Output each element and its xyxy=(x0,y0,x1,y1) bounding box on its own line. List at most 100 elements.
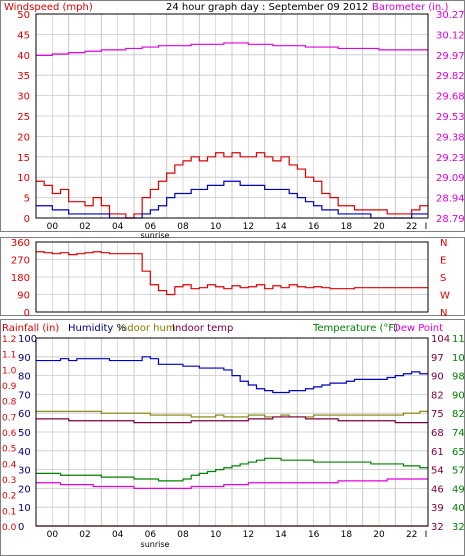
legend-label: Humidity % xyxy=(68,323,126,334)
x-tick-label: 20 xyxy=(373,530,385,540)
x-tick-label: 04 xyxy=(112,530,124,540)
left-tick-label: 5 xyxy=(24,194,30,205)
plot-border xyxy=(35,337,429,527)
left-tick-label: 10 xyxy=(17,173,30,184)
left-tick-label: 40 xyxy=(17,51,30,62)
left-tick-label: 25 xyxy=(17,112,30,123)
rain-tick-label: 0.7 xyxy=(2,413,16,423)
x-tick-label: 10 xyxy=(210,222,222,232)
x-tick-label: 14 xyxy=(275,530,287,540)
temperature-tick-label: 57 xyxy=(452,466,465,477)
left-tick-label: 20 xyxy=(17,132,30,143)
purple-series-line xyxy=(36,416,428,424)
rain-tick-label: 0.1 xyxy=(2,507,16,517)
right-tick-label: 29.53 xyxy=(436,112,465,123)
temperature-tick-label: 32 xyxy=(452,522,465,533)
compass-tick-label: N xyxy=(440,308,447,319)
plot-border xyxy=(35,241,429,313)
right-axis-title: Barometer (in.) xyxy=(372,2,448,13)
rain-tick-label: 1.0 xyxy=(2,366,17,376)
indoor-temp-tick-label: 46 xyxy=(431,484,444,495)
humidity-tick-label: 70 xyxy=(18,390,31,401)
indoor-temp-tick-label: 90 xyxy=(431,372,444,383)
x-tick-label: 08 xyxy=(177,222,189,232)
humidity-tick-label: 100 xyxy=(18,334,37,345)
legend-label: Temperature (°F) xyxy=(312,323,398,334)
indoor-temp-tick-label: 54 xyxy=(431,466,444,477)
humidity-tick-label: 20 xyxy=(18,484,31,495)
indoor-temp-tick-label: 61 xyxy=(431,447,444,458)
right-tick-label: 29.68 xyxy=(436,92,465,103)
temperature-tick-label: 115 xyxy=(452,334,465,345)
legend-label: Rainfall (in) xyxy=(2,323,59,334)
humidity-tick-label: 40 xyxy=(18,447,31,458)
temperature-tick-label: 90 xyxy=(452,390,465,401)
x-tick-label: 16 xyxy=(308,222,320,232)
right-tick-label: 29.09 xyxy=(436,173,465,184)
rain-tick-label: 0.3 xyxy=(2,476,16,486)
humidity-tick-label: 10 xyxy=(18,503,31,514)
rain-tick-label: 0.2 xyxy=(2,492,16,502)
right-tick-label: 30.12 xyxy=(436,30,465,41)
humidity-tick-label: 80 xyxy=(18,372,31,383)
x-tick-label: I xyxy=(425,530,428,540)
blue-series-line xyxy=(36,180,428,219)
x-tick-label: 16 xyxy=(308,530,320,540)
x-tick-label: 00 xyxy=(47,530,59,540)
legend-label: Indoor hum xyxy=(118,323,176,334)
indoor-temp-tick-label: 32 xyxy=(431,522,444,533)
humidity-tick-label: 30 xyxy=(18,466,31,477)
x-tick-label: 14 xyxy=(275,222,287,232)
left-tick-label: 50 xyxy=(17,10,30,21)
humidity-temperature-chart: Rainfall (in) Humidity %Indoor humIndoor … xyxy=(2,323,465,549)
right-tick-label: 29.23 xyxy=(436,153,465,164)
left-axis-title: Windspeed (mph) xyxy=(4,2,93,13)
compass-tick-label: W xyxy=(440,291,450,302)
legend-label: Dew Point xyxy=(393,323,443,334)
x-tick-label: 18 xyxy=(341,222,353,232)
x-tick-label: 02 xyxy=(79,222,90,232)
temperature-tick-label: 107 xyxy=(452,353,465,364)
temperature-tick-label: 49 xyxy=(452,484,465,495)
compass-tick-label: S xyxy=(440,273,446,284)
left-tick-label: 15 xyxy=(17,153,30,164)
windspeed-barometer-chart: 0 5 10 15 20 25 30 35 40 45 50 28.79 28.94 29.09 29.23… xyxy=(17,10,464,240)
x-tick-label: 06 xyxy=(145,222,157,232)
rain-tick-label: 0.0 xyxy=(2,523,17,533)
rain-tick-label: 0.5 xyxy=(2,445,16,455)
rain-tick-label: 1.1 xyxy=(2,351,16,361)
left-tick-label: 0 xyxy=(24,214,30,225)
left-tick-label: 270 xyxy=(11,256,30,267)
magenta-series-line xyxy=(36,478,428,489)
rain-tick-label: 1.2 xyxy=(2,335,16,345)
x-tick-label: 02 xyxy=(79,530,90,540)
x-tick-label: 22 xyxy=(406,530,417,540)
temperature-tick-label: 98 xyxy=(452,372,465,383)
olive-series-line xyxy=(36,410,428,418)
x-tick-label: 10 xyxy=(210,530,222,540)
indoor-temp-tick-label: 68 xyxy=(431,428,444,439)
wind-direction-line xyxy=(36,251,428,296)
humidity-tick-label: 60 xyxy=(18,409,31,420)
plot-border xyxy=(35,13,429,219)
humidity-tick-label: 90 xyxy=(18,353,31,364)
indoor-temp-tick-label: 39 xyxy=(431,503,444,514)
rain-tick-label: 0.9 xyxy=(2,382,17,392)
x-tick-label: 06 xyxy=(145,530,157,540)
indoor-temp-tick-label: 104 xyxy=(431,334,450,345)
left-tick-label: 90 xyxy=(17,291,30,302)
legend-label: Indoor temp xyxy=(172,323,233,334)
humidity-tick-label: 0 xyxy=(18,522,24,533)
left-tick-label: 180 xyxy=(11,273,30,284)
compass-tick-label: E xyxy=(440,256,446,267)
left-tick-label: 45 xyxy=(17,30,30,41)
temperature-tick-label: 82 xyxy=(452,409,465,420)
temperature-tick-label: 74 xyxy=(452,428,465,439)
sunrise-label: sunrise xyxy=(141,231,170,240)
right-tick-label: 29.97 xyxy=(436,51,465,62)
green-series-line xyxy=(36,457,428,482)
page-title: 24 hour graph day : September 09 2012 xyxy=(166,2,368,13)
left-tick-label: 0 xyxy=(24,308,30,319)
